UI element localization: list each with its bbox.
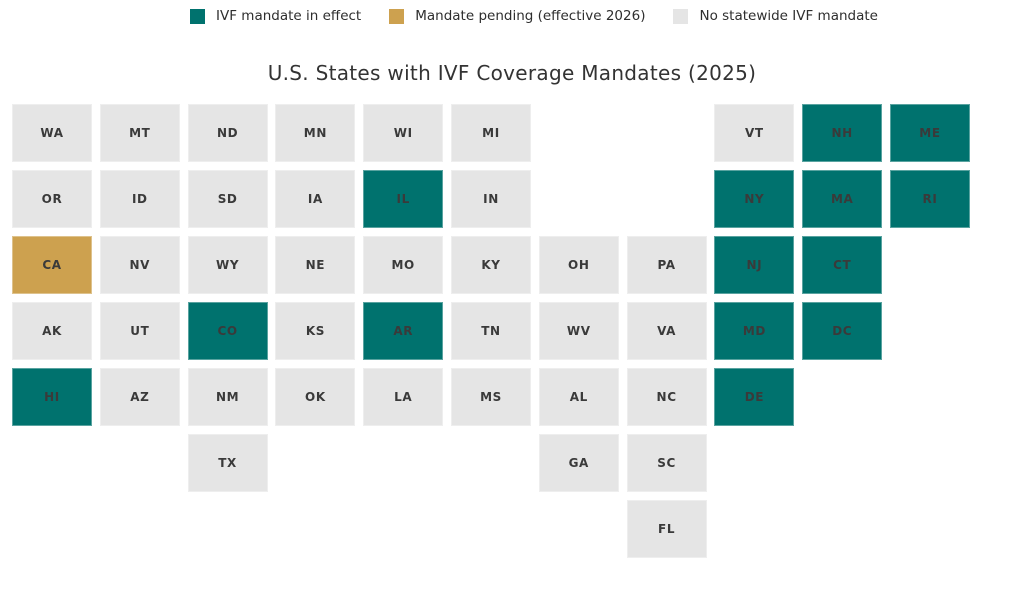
state-tile-dc: DC [802,302,883,360]
legend-label-none: No statewide IVF mandate [699,8,878,24]
state-tile-sd: SD [187,170,268,228]
state-tile-wa: WA [12,104,92,162]
legend-swatch-pending [389,8,405,24]
state-tile-il: IL [363,170,444,228]
state-tile-wi: WI [363,104,444,162]
state-tile-ks: KS [275,302,356,360]
state-tile-pa: PA [626,236,707,294]
state-tile-ct: CT [802,236,883,294]
state-tile-ga: GA [538,434,619,492]
state-tile-tx: TX [187,434,268,492]
state-tile-ar: AR [363,302,444,360]
state-tile-ut: UT [99,302,180,360]
state-tile-az: AZ [99,368,180,426]
state-tile-nv: NV [99,236,180,294]
state-tile-ny: NY [714,170,795,228]
state-tile-me: ME [889,104,970,162]
state-tile-nd: ND [187,104,268,162]
state-tile-wv: WV [538,302,619,360]
state-tile-in: IN [450,170,531,228]
state-tile-la: LA [363,368,444,426]
legend-swatch-mandate [190,8,206,24]
state-tile-mi: MI [450,104,531,162]
state-tile-tn: TN [450,302,531,360]
state-tile-or: OR [12,170,92,228]
state-tile-mt: MT [99,104,180,162]
state-tile-ne: NE [275,236,356,294]
state-tile-ca: CA [12,236,92,294]
state-tile-al: AL [538,368,619,426]
state-tile-vt: VT [714,104,795,162]
state-tile-mn: MN [275,104,356,162]
state-tile-ky: KY [450,236,531,294]
state-tile-ak: AK [12,302,92,360]
state-tile-de: DE [714,368,795,426]
state-tile-ms: MS [450,368,531,426]
state-tile-ri: RI [889,170,970,228]
state-tile-ok: OK [275,368,356,426]
state-tile-oh: OH [538,236,619,294]
legend: IVF mandate in effect Mandate pending (e… [22,8,1024,24]
state-tile-co: CO [187,302,268,360]
legend-item-mandate: IVF mandate in effect [190,8,361,24]
legend-label-mandate: IVF mandate in effect [216,8,362,24]
legend-item-pending: Mandate pending (effective 2026) [389,8,645,24]
state-tile-mo: MO [363,236,444,294]
state-tile-nm: NM [187,368,268,426]
legend-item-none: No statewide IVF mandate [673,8,878,24]
state-tile-wy: WY [187,236,268,294]
legend-swatch-none [673,8,689,24]
legend-label-pending: Mandate pending (effective 2026) [415,8,646,24]
state-tile-nj: NJ [714,236,795,294]
state-tile-nc: NC [626,368,707,426]
state-tile-ia: IA [275,170,356,228]
state-tile-fl: FL [626,500,707,558]
state-tile-grid: WA MT ND MN WI MI VT NH ME OR ID SD IA IL IN NY MA RI CA NV… [12,104,970,558]
state-tile-sc: SC [626,434,707,492]
state-tile-hi: HI [12,368,92,426]
state-tile-va: VA [626,302,707,360]
state-tile-id: ID [99,170,180,228]
state-tile-ma: MA [802,170,883,228]
state-tile-md: MD [714,302,795,360]
state-tile-nh: NH [802,104,883,162]
chart-title: U.S. States with IVF Coverage Mandates (… [267,61,757,85]
